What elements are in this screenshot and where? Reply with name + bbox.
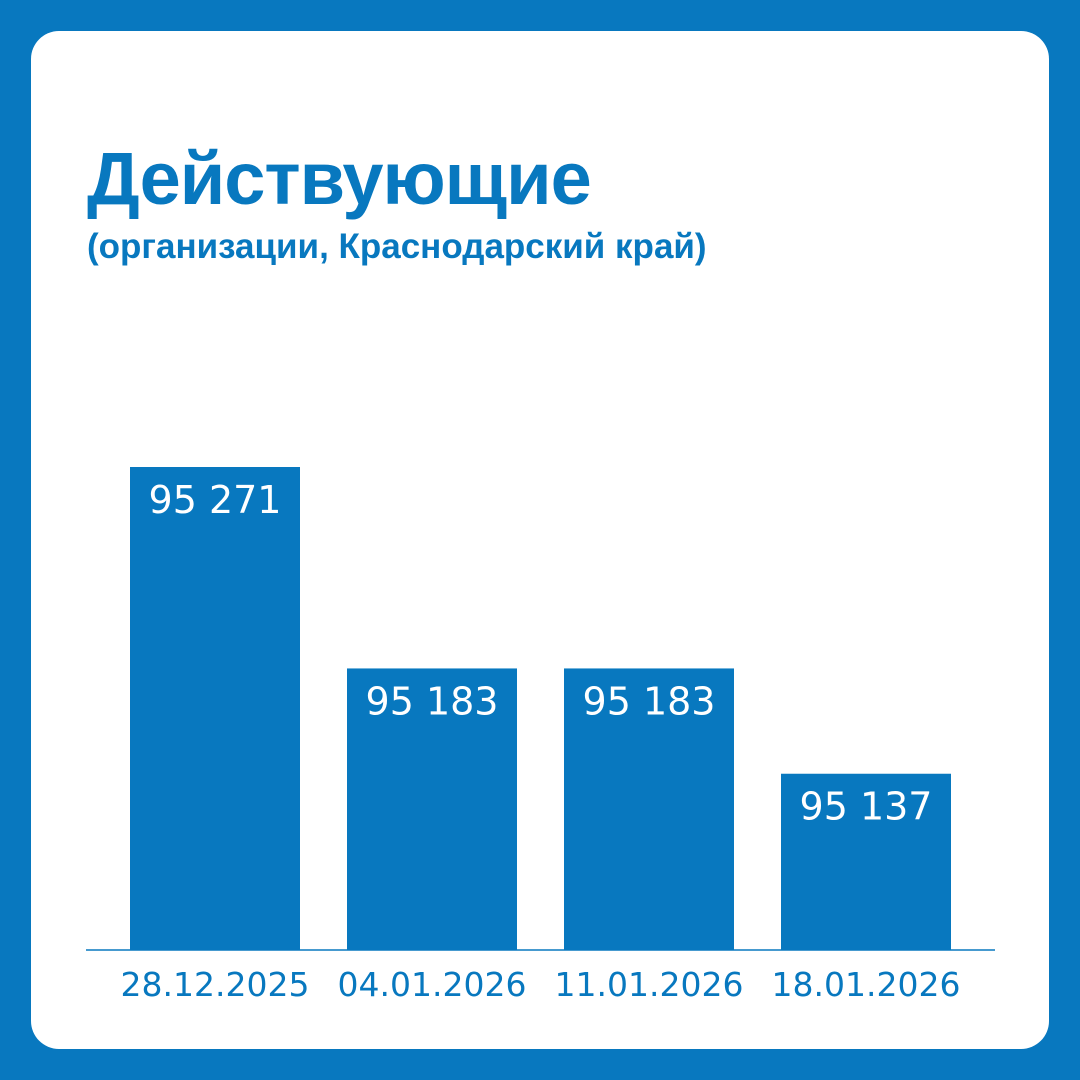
bars-layer: 95 271 95 183 95 183 95 137	[130, 467, 951, 950]
x-tick-label: 28.12.2025	[121, 965, 310, 1004]
x-tick-label: 11.01.2026	[555, 965, 744, 1004]
x-tick-label: 04.01.2026	[338, 965, 527, 1004]
bar-04.01.2026	[347, 668, 517, 950]
x-tick-label: 18.01.2026	[772, 965, 961, 1004]
chart-subtitle: (организации, Краснодарский край)	[87, 227, 707, 266]
bar-18.01.2026	[781, 773, 951, 950]
bar-11.01.2026	[564, 668, 734, 950]
chart-title: Действующие	[87, 137, 592, 220]
bar-28.12.2025	[130, 467, 300, 950]
bar-value-label: 95 183	[366, 679, 499, 723]
bar-value-label: 95 183	[583, 679, 716, 723]
x-axis-ticks: 28.12.2025 04.01.2026 11.01.2026 18.01.2026	[121, 965, 961, 1004]
bar-value-label: 95 137	[800, 785, 933, 829]
bar-value-label: 95 271	[149, 478, 282, 522]
